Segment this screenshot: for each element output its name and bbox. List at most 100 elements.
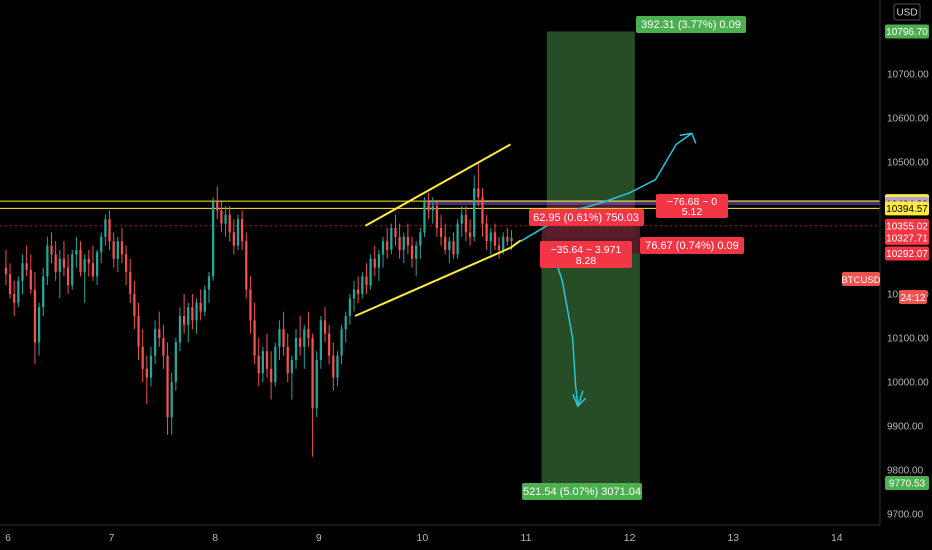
candle-body: [46, 245, 49, 277]
long-center-label: −76.68 ~ 0 5.12: [656, 194, 728, 218]
candle-body: [249, 289, 252, 321]
long-target-label: 392.31 (3.77%) 0.09: [636, 16, 746, 33]
candle-body: [199, 302, 202, 312]
projection-arrowhead-up: [679, 132, 697, 144]
candle-body: [357, 289, 360, 294]
candle-87: [365, 263, 368, 294]
candle-body: [79, 250, 82, 272]
candle-body: [274, 346, 277, 382]
candle-2: [13, 280, 16, 316]
currency-badge[interactable]: USD: [893, 3, 921, 21]
candle-body: [104, 219, 107, 237]
candle-body: [178, 316, 182, 343]
candle-body: [307, 329, 310, 338]
candle-body: [13, 294, 16, 303]
wedge-upper-line: [364, 143, 511, 227]
candle-29: [124, 245, 128, 286]
candle-30: [129, 258, 132, 303]
projection-path-1: [551, 249, 584, 407]
candle-54: [228, 206, 231, 242]
long-center-text-2: 5.12: [682, 206, 703, 218]
candle-body: [294, 338, 298, 360]
candle-body: [286, 346, 289, 374]
candle-109: [456, 219, 459, 259]
candle-body: [456, 223, 459, 255]
candle-body: [116, 241, 119, 259]
candle-8: [37, 302, 41, 356]
short-center-text-1: −35.64 ~ 3.971: [551, 244, 622, 256]
candle-88: [369, 254, 372, 290]
candle-21: [91, 245, 95, 281]
short-target-label: 521.54 (5.07%) 3071.04: [522, 483, 642, 500]
candle-18: [79, 241, 82, 277]
candle-body: [54, 254, 57, 272]
candle-body: [228, 214, 231, 233]
candle-body: [174, 342, 177, 382]
candle-body: [493, 232, 497, 246]
candle-body: [158, 329, 161, 338]
price-tick-label: 9800.00: [887, 466, 924, 477]
candle-body: [29, 269, 32, 290]
price-marker-3: 10394.57: [885, 201, 929, 216]
candle-body: [319, 320, 323, 360]
price-tick-label: 9700.00: [887, 510, 924, 521]
candle-0: [4, 250, 8, 286]
candle-74: [311, 333, 314, 457]
candle-body: [410, 245, 414, 259]
candle-body: [133, 294, 136, 316]
candle-body: [100, 236, 103, 253]
short-center-label: −35.64 ~ 3.971 8.28: [540, 241, 632, 268]
candle-body: [435, 206, 439, 228]
candle-body: [75, 250, 78, 255]
candle-15: [66, 254, 70, 294]
candle-body: [220, 210, 223, 224]
time-axis[interactable]: 6 7 8 9 10 11 12 13 14: [0, 524, 880, 544]
price-tick-label: 9900.00: [887, 422, 924, 433]
price-marker-last: 10327.71: [885, 230, 929, 245]
candle-body: [448, 241, 451, 250]
candle-106: [444, 223, 447, 255]
candle-body: [58, 258, 61, 272]
countdown-text: 24:12: [900, 293, 925, 304]
price-axis[interactable]: 9700.00 9800.00 9900.00 10000.00 10100.00 102…: [879, 0, 929, 525]
price-marker-text: 10355.02: [886, 221, 928, 232]
long-center-text-1: −76.68 ~ 0: [667, 196, 717, 208]
price-tick-label: 10600.00: [887, 114, 929, 125]
candle-body: [477, 188, 480, 198]
candle-body: [120, 241, 124, 255]
candle-70: [294, 329, 298, 369]
candle-body: [153, 329, 157, 356]
candle-28: [120, 228, 124, 264]
candle-40: [170, 373, 173, 435]
candle-body: [145, 368, 148, 378]
candle-31: [133, 280, 136, 330]
short-stop-text: 62.95 (0.61%) 750.03: [533, 212, 639, 224]
candle-107: [448, 236, 451, 264]
candle-19: [83, 254, 86, 303]
candle-94: [394, 214, 397, 246]
candle-78: [328, 324, 331, 365]
candle-35: [149, 346, 153, 387]
candle-body: [481, 197, 484, 224]
candle-17: [75, 236, 78, 268]
position-labels: 392.31 (3.77%) 0.09 −76.68 ~ 0 5.12 62.9…: [522, 16, 746, 500]
candle-body: [195, 302, 198, 321]
long-target-zone: [546, 31, 635, 205]
candle-body: [141, 346, 144, 369]
candle-43: [182, 294, 186, 334]
candle-110: [460, 206, 463, 237]
candle-47: [199, 289, 202, 321]
price-tick-label: 10700.00: [887, 70, 929, 81]
candle-body: [42, 276, 45, 308]
candle-23: [100, 232, 103, 264]
short-target-text: 521.54 (5.07%) 3071.04: [523, 486, 641, 498]
candle-98: [410, 236, 414, 268]
candle-97: [406, 223, 410, 255]
candle-body: [211, 201, 215, 277]
candle-body: [336, 355, 339, 378]
candle-body: [253, 320, 256, 356]
price-marker-bg: [885, 218, 929, 233]
price-tick-label: 10100.00: [887, 334, 929, 345]
